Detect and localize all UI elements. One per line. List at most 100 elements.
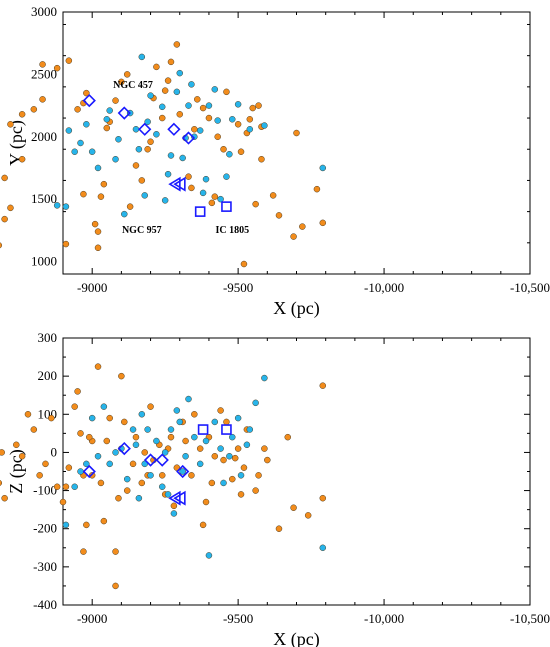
triangle-marker xyxy=(168,490,181,506)
y-tick-label: 1500 xyxy=(31,191,57,206)
x-tick-label: -10,000 xyxy=(364,611,404,626)
square-marker xyxy=(194,206,206,217)
orange-point xyxy=(48,414,55,422)
blue-point xyxy=(161,197,169,204)
x-tick-label: -9500 xyxy=(223,611,253,626)
blue-point xyxy=(234,414,242,422)
y-tick-label: 2500 xyxy=(31,66,57,81)
square-marker xyxy=(197,424,209,435)
orange-point xyxy=(176,111,183,118)
orange-point xyxy=(141,449,148,456)
orange-point xyxy=(258,155,265,163)
blue-point xyxy=(106,460,113,468)
orange-point xyxy=(229,475,236,483)
orange-point xyxy=(304,512,312,519)
blue-point xyxy=(191,433,198,441)
orange-point xyxy=(112,97,119,104)
x-tick-label: -10,000 xyxy=(364,280,404,295)
x-tick-label: -9000 xyxy=(77,611,107,626)
orange-point xyxy=(39,96,46,103)
orange-point xyxy=(211,193,219,200)
x-tick-label: -10,500 xyxy=(510,611,550,626)
blue-point xyxy=(112,155,119,163)
orange-point xyxy=(18,111,26,118)
triangle-marker xyxy=(168,176,181,192)
blue-point xyxy=(62,203,70,210)
square-marker xyxy=(221,201,232,212)
plot-frame xyxy=(62,337,531,606)
blue-point xyxy=(132,126,140,133)
blue-point xyxy=(217,445,224,452)
orange-point xyxy=(123,71,131,78)
diamond-marker xyxy=(167,122,181,136)
blue-point xyxy=(176,418,183,426)
orange-point xyxy=(1,215,8,223)
blue-point xyxy=(94,452,102,460)
blue-point xyxy=(164,491,172,498)
diamond-marker xyxy=(117,106,131,120)
orange-point xyxy=(83,521,90,529)
orange-point xyxy=(284,433,291,441)
orange-point xyxy=(208,199,216,207)
blue-point xyxy=(226,150,233,158)
orange-point xyxy=(103,124,111,132)
orange-point xyxy=(94,228,102,235)
blue-point xyxy=(123,475,131,483)
y-tick-label: 0 xyxy=(51,444,58,459)
blue-point xyxy=(229,116,236,123)
orange-point xyxy=(252,487,259,494)
blue-point xyxy=(246,426,254,433)
blue-point xyxy=(237,472,245,479)
y-tick-label: 3000 xyxy=(31,4,57,19)
orange-point xyxy=(94,363,102,370)
blue-point xyxy=(205,102,213,109)
blue-point xyxy=(115,136,122,143)
orange-point xyxy=(7,121,14,128)
orange-point xyxy=(147,403,154,410)
orange-point xyxy=(255,472,262,479)
blue-point xyxy=(243,441,251,449)
orange-point xyxy=(86,433,93,441)
orange-point xyxy=(62,240,70,248)
orange-point xyxy=(261,445,268,452)
orange-point xyxy=(91,220,99,228)
orange-point xyxy=(0,479,3,486)
diamond-marker xyxy=(117,441,131,456)
blue-point xyxy=(147,472,154,479)
orange-point xyxy=(237,148,245,155)
x-axis-label: X (pc) xyxy=(273,298,319,319)
y-tick-label: 300 xyxy=(38,330,58,345)
blue-point xyxy=(129,426,137,433)
orange-point xyxy=(194,96,201,103)
cluster-label: NGC 957 xyxy=(122,225,162,236)
orange-point xyxy=(231,454,239,462)
blue-point xyxy=(234,101,242,108)
orange-point xyxy=(77,430,84,437)
orange-point xyxy=(115,494,122,502)
orange-point xyxy=(202,498,210,506)
blue-point xyxy=(62,521,70,529)
orange-point xyxy=(173,464,181,471)
blue-point xyxy=(319,544,327,552)
orange-point xyxy=(223,88,230,96)
triangle-marker xyxy=(173,490,186,506)
blue-point xyxy=(153,437,160,445)
y-tick-label: -100 xyxy=(33,483,57,498)
orange-point xyxy=(132,433,140,441)
triangle-marker xyxy=(173,176,186,192)
blue-point xyxy=(179,468,186,475)
y-tick-label: -400 xyxy=(33,597,57,612)
blue-point xyxy=(173,407,181,414)
diamond-marker xyxy=(143,453,158,467)
blue-point xyxy=(94,164,102,172)
orange-point xyxy=(161,87,169,94)
orange-point xyxy=(299,223,306,230)
orange-point xyxy=(290,233,297,240)
y-tick-label: 2000 xyxy=(31,129,57,144)
orange-point xyxy=(65,57,73,64)
orange-point xyxy=(319,494,327,502)
orange-point xyxy=(217,407,224,414)
orange-point xyxy=(164,77,172,84)
orange-point xyxy=(24,411,32,418)
